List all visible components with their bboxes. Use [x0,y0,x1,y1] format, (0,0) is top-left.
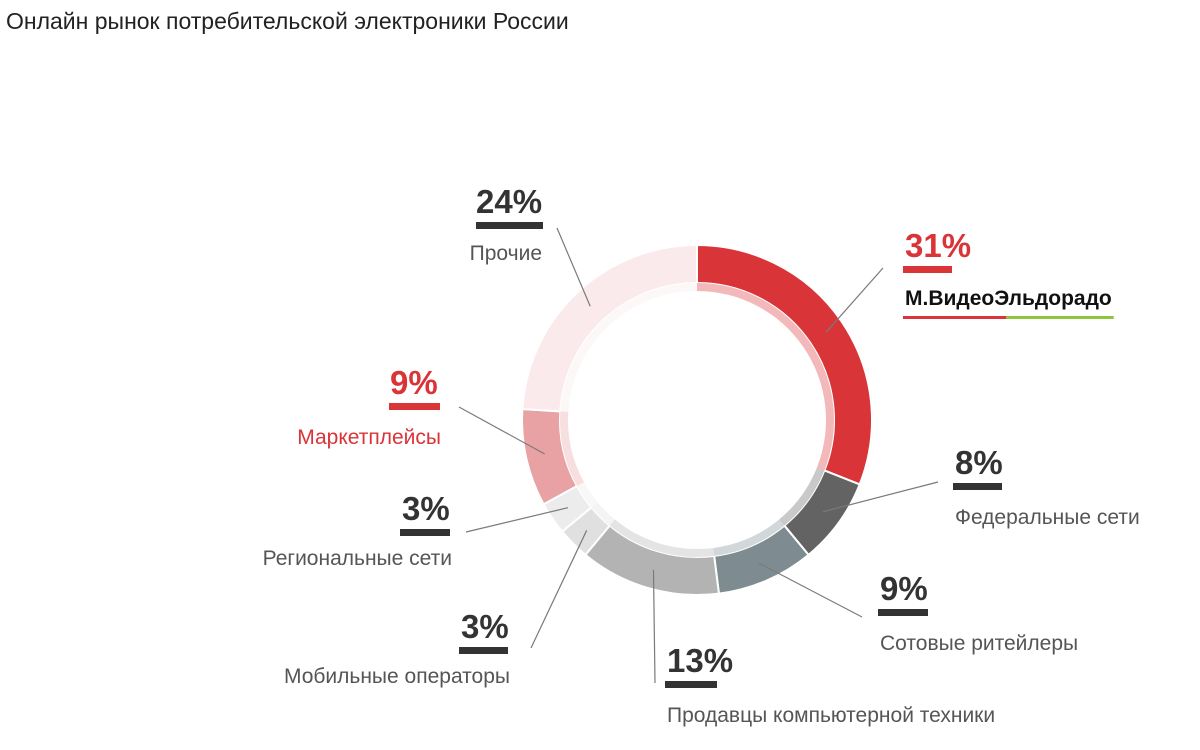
category-label-federal-chains: Федеральные сети [955,506,1140,529]
slice-inner-regional-chains [576,482,598,508]
leader-line-mobile-operators [530,530,588,649]
value-label-mobile-operators: 3% [461,608,509,645]
slice-inner-federal-chains [779,467,825,526]
slice-inner-marketplaces [560,411,584,487]
slice-computer-sellers [584,524,721,596]
category-label-regional-chains: Региональные сети [263,547,452,570]
value-label-marketplaces: 9% [390,364,438,401]
value-label-federal-chains: 8% [955,444,1003,481]
leader-line-federal-chains [823,481,939,513]
slice-inner-mvideo-eldorado [697,283,834,471]
value-bar-computer-sellers [665,681,717,688]
leader-lines [458,227,939,684]
category-label-mobile-operators: Мобильные операторы [284,665,510,688]
brand-underline-red [903,316,1007,319]
category-label-marketplaces: Маркетплейсы [297,426,441,449]
donut-inner-ring [560,283,834,557]
value-bar-mvideo-eldorado [903,266,952,273]
slice-inner-cellular-retailers [713,519,785,556]
slice-labels: 31% М.ВидеоЭльдорадо 8% Федеральные сети 9% С… [263,183,1140,727]
value-label-computer-sellers: 13% [667,642,733,679]
slice-inner-others [560,283,697,412]
value-label-regional-chains: 3% [402,490,450,527]
slice-inner-computer-sellers [609,519,715,557]
leader-line-marketplaces [458,406,546,455]
chart-title: Онлайн рынок потребительской электроники… [6,8,569,34]
brand-underline-green [1006,316,1114,319]
slice-mvideo-eldorado [696,243,873,486]
value-bar-marketplaces [389,403,440,410]
leader-line-cellular-retailers [758,562,863,618]
category-label-computer-sellers: Продавцы компьютерной техники [667,704,995,727]
leader-line-computer-sellers [652,569,656,684]
category-label-cellular-retailers: Сотовые ритейлеры [880,632,1078,655]
value-label-cellular-retailers: 9% [880,570,928,607]
leader-line-others [556,227,591,307]
slice-inner-mobile-operators [591,502,615,526]
value-label-others: 24% [476,183,542,220]
value-label-mvideo-eldorado: 31% [905,227,971,264]
value-bar-mobile-operators [459,647,508,654]
value-bar-federal-chains [953,483,1002,490]
value-bar-cellular-retailers [878,609,928,616]
donut-slices [521,243,873,596]
brand-label-mvideo-eldorado: М.ВидеоЭльдорадо [905,287,1112,310]
slice-others [521,243,698,413]
value-bar-regional-chains [400,529,450,536]
leader-line-regional-chains [465,507,569,533]
value-bar-others [476,222,543,229]
leader-line-mvideo-eldorado [825,267,884,333]
category-label-others: Прочие [470,242,542,265]
